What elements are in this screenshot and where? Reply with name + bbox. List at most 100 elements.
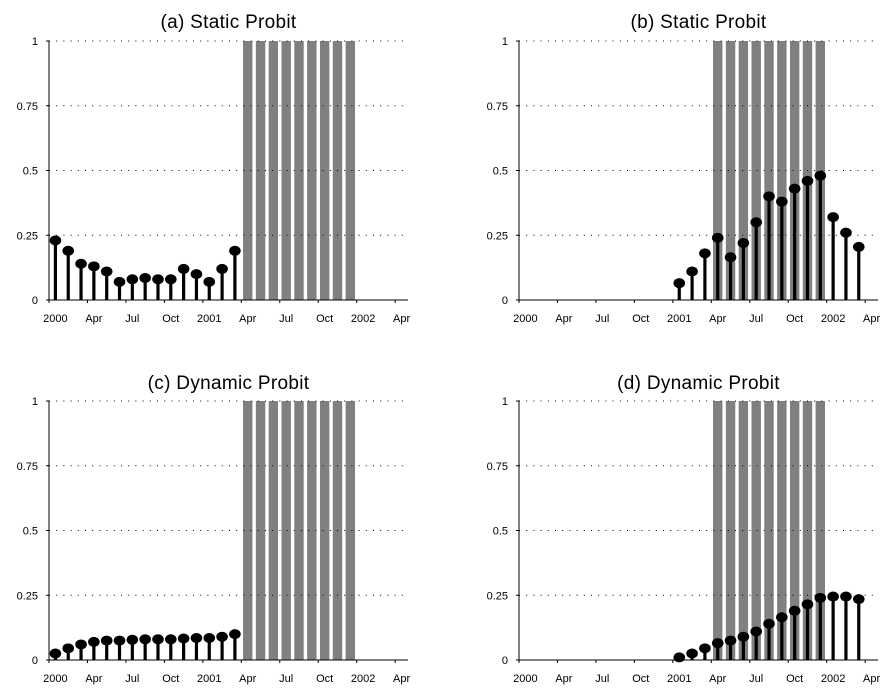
recession-bar	[255, 41, 266, 300]
y-tick-label: 0.25	[17, 590, 38, 602]
x-tick-label: Jul	[279, 313, 293, 325]
data-point	[190, 632, 203, 643]
data-point	[152, 634, 164, 645]
y-tick-label: 1	[32, 396, 38, 408]
data-point	[776, 196, 788, 207]
recession-bar	[789, 401, 800, 660]
data-point	[113, 276, 126, 287]
y-tick-label: 0	[32, 655, 38, 667]
data-point	[229, 245, 241, 256]
data-point	[673, 278, 686, 289]
y-tick-label: 0.25	[487, 230, 508, 242]
x-tick-label: Apr	[85, 313, 102, 325]
data-point	[49, 648, 62, 659]
recession-bar	[789, 41, 800, 300]
x-tick-label: Oct	[786, 313, 803, 325]
y-tick-label: 0.5	[493, 526, 508, 538]
recession-bar	[307, 41, 317, 300]
x-tick-label: 2002	[351, 313, 375, 325]
data-point	[177, 263, 190, 274]
x-tick-label: 2000	[43, 673, 67, 685]
recession-bar	[307, 401, 317, 660]
data-point	[788, 605, 801, 616]
x-tick-label: 2002	[821, 673, 845, 685]
data-point	[852, 241, 865, 252]
x-tick-label: Jul	[595, 313, 609, 325]
data-point	[852, 594, 865, 605]
x-tick-label: Apr	[239, 313, 256, 325]
recession-bar	[294, 41, 304, 300]
data-point	[750, 626, 762, 637]
y-tick-label: 0.25	[17, 230, 38, 242]
chart-title: (a) Static Probit	[160, 12, 296, 33]
y-tick-label: 1	[502, 36, 508, 48]
data-point	[229, 629, 241, 640]
recession-bar	[764, 401, 774, 660]
x-tick-label: Oct	[162, 313, 179, 325]
x-tick-label: Apr	[863, 313, 880, 325]
recession-bar	[725, 41, 736, 300]
data-point	[177, 633, 190, 644]
recession-bar	[751, 401, 761, 660]
x-tick-label: Apr	[555, 673, 572, 685]
x-tick-label: Apr	[709, 313, 726, 325]
recession-bar	[738, 401, 749, 660]
recession-bar	[243, 41, 253, 300]
x-tick-label: 2001	[197, 313, 221, 325]
x-tick-label: Apr	[393, 313, 410, 325]
data-point	[737, 631, 750, 642]
recession-bar	[319, 401, 330, 660]
data-point	[126, 634, 139, 645]
data-point	[737, 238, 750, 249]
y-tick-label: 0.5	[493, 166, 508, 178]
data-point	[62, 643, 75, 654]
data-point	[88, 636, 100, 647]
recession-bar	[268, 41, 279, 300]
y-tick-label: 0.75	[487, 101, 508, 113]
data-point	[750, 217, 762, 228]
data-point	[139, 634, 151, 645]
y-tick-label: 1	[502, 396, 508, 408]
recession-bar	[345, 41, 356, 300]
x-tick-label: Apr	[393, 673, 410, 685]
data-point	[724, 252, 737, 263]
data-point	[113, 635, 126, 646]
data-point	[699, 248, 711, 259]
chart-panel-3: (c) Dynamic Probit 1 0.75 0.5 0.25 0 2000 Apr Ju…	[17, 373, 411, 685]
chart-title: (b) Static Probit	[630, 12, 766, 33]
data-point	[126, 274, 139, 285]
x-tick-label: Apr	[863, 673, 880, 685]
x-tick-label: 2000	[513, 313, 537, 325]
x-tick-label: 2002	[821, 313, 845, 325]
data-point	[216, 263, 228, 274]
y-tick-label: 0	[32, 295, 38, 307]
data-point	[840, 591, 852, 602]
x-tick-label: Jul	[749, 313, 763, 325]
data-point	[75, 258, 87, 269]
x-tick-label: Apr	[709, 673, 726, 685]
chart-panel-2: (b) Static Probit 1 0.75 0.5 0.25 0 2000 Apr Jul…	[487, 12, 881, 325]
recession-bar	[345, 401, 356, 660]
recession-bar	[713, 41, 723, 300]
data-point	[165, 274, 177, 285]
x-tick-label: Oct	[316, 673, 333, 685]
y-tick-label: 0	[502, 295, 508, 307]
x-tick-label: 2002	[351, 673, 375, 685]
chart-panel-1: (a) Static Probit 1 0.75 0.5 0.25 0 2000 Apr Jul…	[17, 12, 411, 325]
data-point	[152, 274, 164, 285]
data-point	[711, 638, 724, 649]
data-point	[814, 592, 827, 603]
y-tick-label: 0.5	[23, 166, 38, 178]
x-tick-label: Jul	[279, 673, 293, 685]
data-point	[827, 591, 839, 602]
data-point	[216, 631, 228, 642]
x-tick-label: 2000	[43, 313, 67, 325]
data-point	[724, 635, 737, 646]
recession-bar	[738, 41, 749, 300]
data-point	[190, 269, 203, 280]
recession-bar	[815, 41, 826, 300]
data-point	[203, 632, 216, 643]
x-tick-label: Apr	[85, 673, 102, 685]
x-tick-label: 2001	[667, 673, 691, 685]
